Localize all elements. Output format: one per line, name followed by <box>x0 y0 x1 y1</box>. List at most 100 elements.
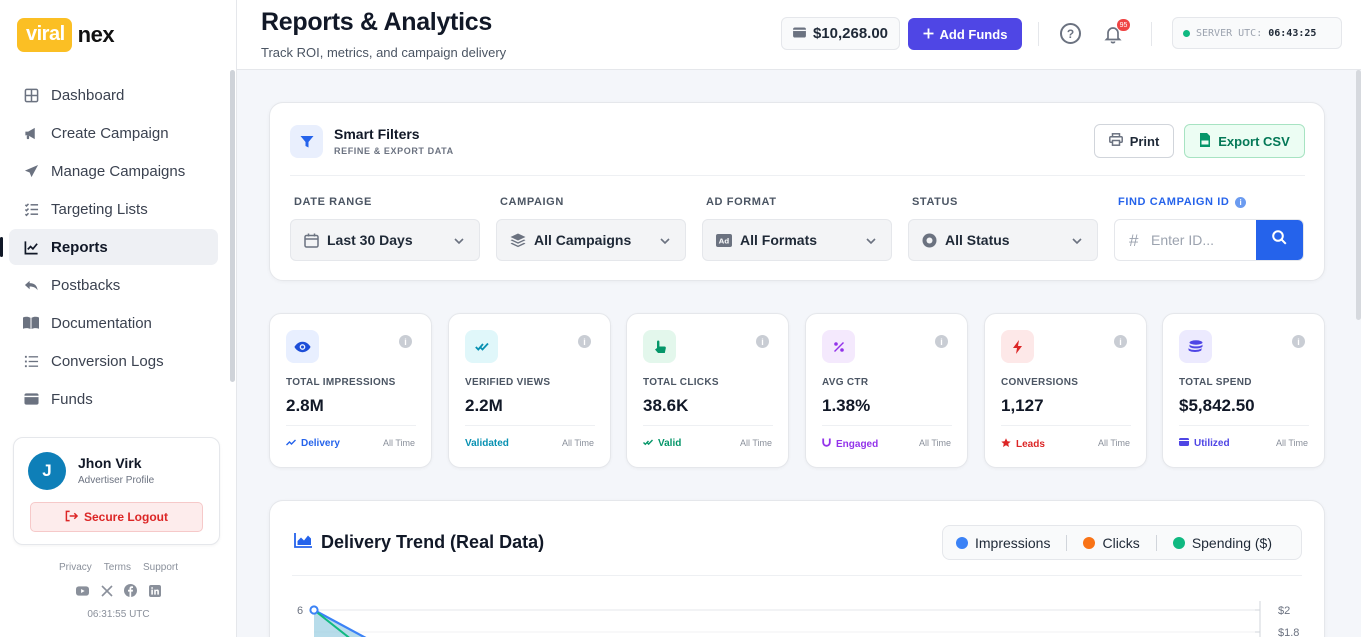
logout-button[interactable]: Secure Logout <box>30 502 203 532</box>
profile-role: Advertiser Profile <box>78 475 155 486</box>
sidebar-item-manage-campaigns[interactable]: Manage Campaigns <box>9 153 218 189</box>
chart-title-text: Delivery Trend (Real Data) <box>321 532 545 552</box>
info-icon[interactable]: i <box>935 335 948 348</box>
sidebar-item-label: Funds <box>51 390 93 408</box>
divider <box>465 425 595 426</box>
info-icon[interactable]: i <box>1235 196 1247 208</box>
add-funds-button[interactable]: Add Funds <box>908 18 1022 50</box>
star-icon <box>1001 438 1011 451</box>
status-label: STATUS <box>912 196 958 208</box>
filters-subtitle: REFINE & EXPORT DATA <box>334 146 454 156</box>
info-icon[interactable]: i <box>578 335 591 348</box>
sidebar-item-label: Dashboard <box>51 86 125 104</box>
sidebar-nav: Dashboard Create Campaign Manage Campaig… <box>0 77 218 419</box>
megaphone-icon <box>23 125 39 141</box>
date-range-select[interactable]: Last 30 Days <box>290 219 480 261</box>
impressions-point[interactable] <box>309 605 319 615</box>
search-button[interactable] <box>1256 220 1303 260</box>
page-subtitle: Track ROI, metrics, and campaign deliver… <box>261 45 507 60</box>
grid-icon <box>23 87 39 103</box>
sidebar-item-targeting-lists[interactable]: Targeting Lists <box>9 191 218 227</box>
brand-logo[interactable]: viral nex <box>17 18 115 52</box>
print-label: Print <box>1129 133 1160 149</box>
wallet-icon <box>793 25 806 42</box>
stat-tag: Utilized <box>1179 438 1230 449</box>
delivery-trend-card: Delivery Trend (Real Data) Impressions C… <box>269 500 1325 637</box>
profile-name: Jhon Virk <box>78 455 142 471</box>
footer-link-terms[interactable]: Terms <box>103 562 131 573</box>
status-select[interactable]: All Status <box>908 219 1098 261</box>
sidebar-item-label: Reports <box>51 238 108 256</box>
legend-divider <box>1155 534 1157 551</box>
sidebar-item-label: Postbacks <box>51 276 121 294</box>
logout-label: Secure Logout <box>83 510 168 524</box>
trend-up-icon <box>286 438 296 449</box>
stat-tag-label: Utilized <box>1194 438 1230 449</box>
bolt-icon <box>1001 330 1034 363</box>
sidebar-item-reports[interactable]: Reports <box>0 229 218 265</box>
bell-icon[interactable] <box>1103 24 1123 44</box>
stat-label: AVG CTR <box>822 377 869 388</box>
sidebar-item-label: Create Campaign <box>51 124 169 142</box>
sidebar-item-funds[interactable]: Funds <box>9 381 218 417</box>
divider <box>292 575 1302 576</box>
stat-label: VERIFIED VIEWS <box>465 377 551 388</box>
divider <box>1001 425 1131 426</box>
sidebar-item-label: Documentation <box>51 314 152 332</box>
csv-file-icon <box>1199 132 1211 150</box>
sidebar-item-conversion-logs[interactable]: Conversion Logs <box>9 343 218 379</box>
sidebar-item-create-campaign[interactable]: Create Campaign <box>9 115 218 151</box>
chevron-down-icon <box>659 234 671 250</box>
info-icon[interactable]: i <box>1292 335 1305 348</box>
sidebar-item-dashboard[interactable]: Dashboard <box>9 77 218 113</box>
page-scrollbar[interactable] <box>1356 70 1361 320</box>
list-check-icon <box>23 201 39 217</box>
sidebar-item-postbacks[interactable]: Postbacks <box>9 267 218 303</box>
legend-item-spending[interactable]: Spending ($) <box>1172 535 1272 551</box>
sidebar-scrollbar[interactable] <box>230 70 235 382</box>
legend-item-clicks[interactable]: Clicks <box>1083 535 1140 551</box>
server-clock: SERVER UTC: 06:43:25 <box>1172 17 1342 49</box>
status-circle-icon <box>922 233 937 248</box>
stat-value: 1,127 <box>1001 396 1044 415</box>
export-csv-button[interactable]: Export CSV <box>1184 124 1305 158</box>
footer-link-support[interactable]: Support <box>143 562 179 573</box>
info-icon[interactable]: i <box>1114 335 1127 348</box>
magnet-icon <box>822 438 831 450</box>
stat-card-total-spend: i TOTAL SPEND $5,842.50 Utilized All Tim… <box>1162 313 1325 468</box>
stat-time: All Time <box>1097 438 1130 448</box>
ad-format-select[interactable]: Ad All Formats <box>702 219 892 261</box>
stat-card-verified-views: i VERIFIED VIEWS 2.2M Validated All Time <box>448 313 611 468</box>
avatar[interactable]: J <box>28 452 66 490</box>
x-icon[interactable] <box>100 584 113 597</box>
divider <box>822 425 952 426</box>
help-icon[interactable]: ? <box>1060 23 1081 44</box>
stat-time: All Time <box>918 438 951 448</box>
chevron-down-icon <box>1071 234 1083 250</box>
linkedin-icon[interactable] <box>148 584 161 597</box>
y-left-tick-label: 6 <box>297 605 303 617</box>
sidebar-item-documentation[interactable]: Documentation <box>9 305 218 341</box>
info-icon[interactable]: i <box>399 335 412 348</box>
campaign-id-input[interactable] <box>1151 220 1255 260</box>
stat-time: All Time <box>1275 438 1308 448</box>
stat-tag: Leads <box>1001 438 1045 451</box>
area-chart-icon <box>294 532 313 553</box>
footer-time: 06:31:55 UTC <box>87 609 150 620</box>
print-button[interactable]: Print <box>1094 124 1174 158</box>
chevron-down-icon <box>453 234 465 250</box>
balance-display[interactable]: $10,268.00 <box>781 17 900 50</box>
chart-title: Delivery Trend (Real Data) <box>294 532 544 553</box>
footer-link-privacy[interactable]: Privacy <box>58 562 92 573</box>
notification-badge: 95 <box>1117 19 1130 31</box>
stat-time: All Time <box>739 438 772 448</box>
facebook-icon[interactable] <box>124 584 137 597</box>
campaign-select[interactable]: All Campaigns <box>496 219 686 261</box>
info-icon[interactable]: i <box>756 335 769 348</box>
stat-value: 2.8M <box>286 396 324 415</box>
profile-card: J Jhon Virk Advertiser Profile Secure Lo… <box>13 437 220 545</box>
ad-format-value: All Formats <box>740 232 818 248</box>
legend-item-impressions[interactable]: Impressions <box>956 535 1050 551</box>
youtube-icon[interactable] <box>76 584 89 597</box>
divider <box>290 175 1305 176</box>
